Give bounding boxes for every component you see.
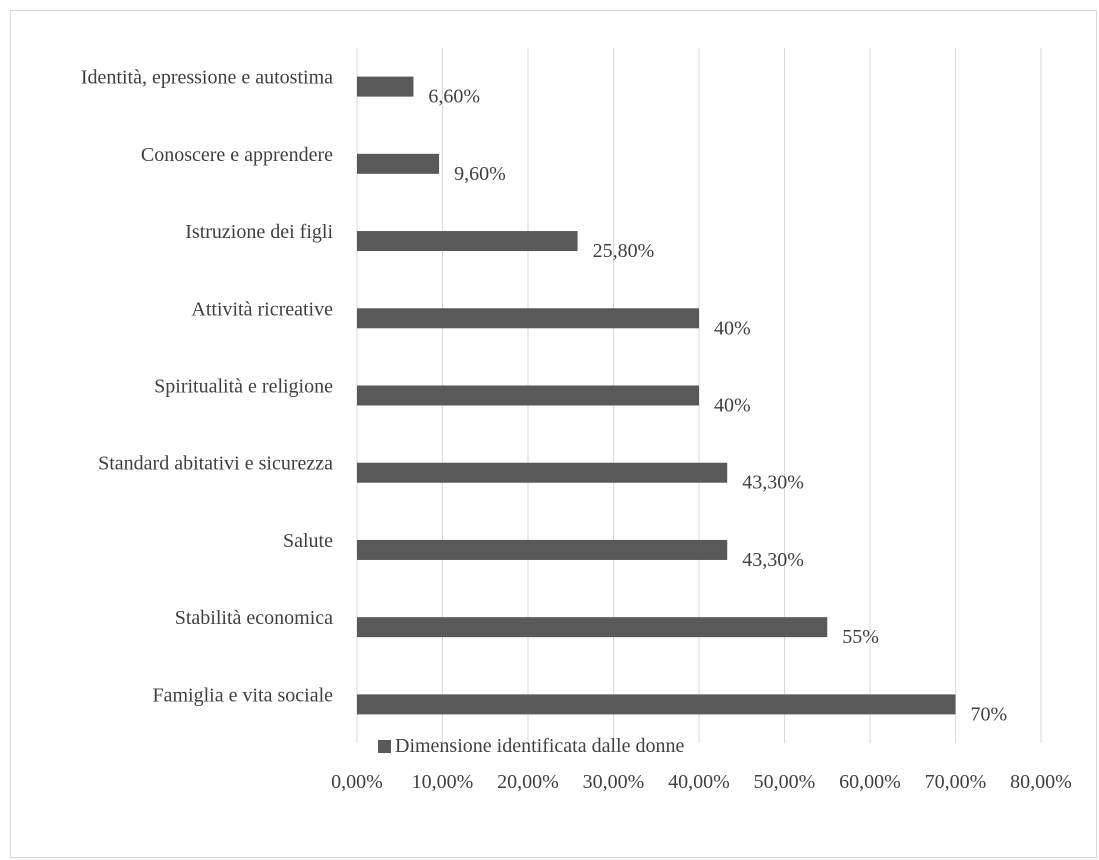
bar [357,308,699,329]
bar [357,231,578,252]
bar [357,539,728,560]
bar [357,462,728,483]
x-tick-label: 30,00% [583,771,645,793]
x-tick-label: 40,00% [668,771,730,793]
x-tick-label: 50,00% [754,771,816,793]
chart-frame [10,10,1097,858]
category-label: Conoscere e apprendere [141,144,333,166]
category-label: Attività ricreative [191,298,333,320]
bar [357,76,414,97]
data-label: 43,30% [742,472,804,494]
category-label: Stabilità economica [175,607,333,629]
bars [357,76,956,715]
legend-label: Dimensione identificata dalle donne [395,735,684,757]
category-label: Spiritualità e religione [154,376,333,398]
category-label: Salute [283,530,333,552]
data-label: 40% [714,317,751,339]
data-labels: 6,60% 9,60% 25,80% 40% 40% 43,30% 43,30% 55% 70% [428,86,1007,726]
bar [357,153,440,174]
category-label: Standard abitativi e sicurezza [98,453,333,475]
x-tick-label: 10,00% [412,771,474,793]
category-label: Famiglia e vita sociale [153,684,334,706]
x-tick-label: 70,00% [925,771,987,793]
x-axis-ticks: 0,00% 10,00% 20,00% 30,00% 40,00% 50,00% 60,00… [331,771,1072,793]
category-label: Istruzione dei figli [185,221,333,243]
category-label: Identità, epressione e autostima [81,67,333,89]
data-label: 70% [971,703,1008,725]
bar [357,385,699,406]
data-label: 25,80% [593,240,655,262]
x-tick-label: 0,00% [331,771,383,793]
x-tick-label: 80,00% [1010,771,1072,793]
data-label: 40% [714,395,751,417]
x-tick-label: 60,00% [839,771,901,793]
category-labels: Identità, epressione e autostima Conoscer… [81,67,334,707]
data-label: 9,60% [454,163,506,185]
data-label: 43,30% [742,549,804,571]
bar [357,617,828,638]
x-tick-label: 20,00% [497,771,559,793]
legend-swatch [378,740,391,753]
bar [357,694,956,715]
data-label: 55% [842,626,879,648]
data-label: 6,60% [428,86,480,108]
legend: Dimensione identificata dalle donne [378,735,684,757]
